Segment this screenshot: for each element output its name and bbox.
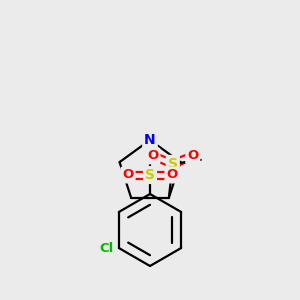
- Text: S: S: [145, 168, 155, 182]
- Text: O: O: [187, 149, 198, 162]
- Text: O: O: [147, 149, 158, 162]
- Text: O: O: [122, 169, 134, 182]
- Text: O: O: [167, 169, 178, 182]
- Text: Cl: Cl: [100, 242, 114, 254]
- Text: N: N: [144, 133, 156, 147]
- Text: S: S: [168, 157, 178, 171]
